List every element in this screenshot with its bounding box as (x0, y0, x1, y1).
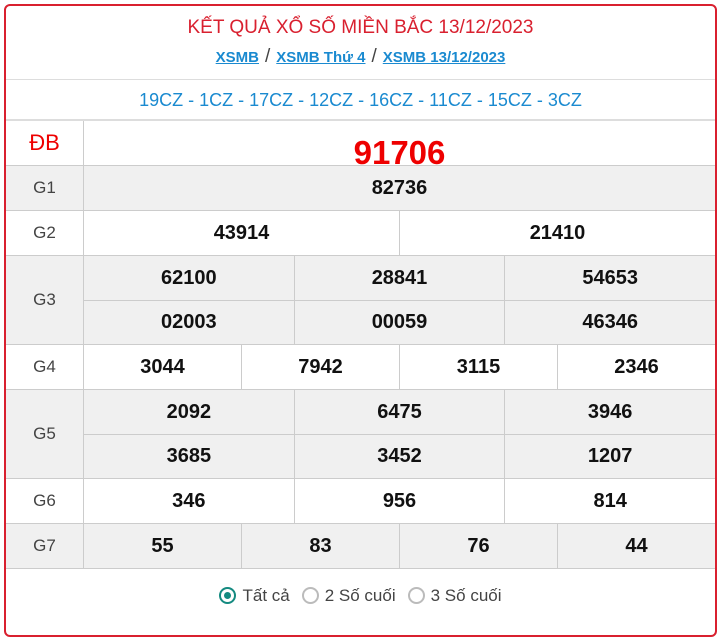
prize-number: 43914 (213, 221, 270, 244)
filter-option-label: 2 Số cuối (324, 585, 396, 605)
prize-number: 2092 (166, 400, 212, 423)
prize-label: G7 (6, 524, 84, 568)
breadcrumb-xsmb[interactable]: XSMB (215, 49, 259, 66)
prize-number: 7942 (241, 345, 399, 389)
breadcrumb-xsmb-thu4[interactable]: XSMB Thứ 4 (276, 49, 366, 66)
prize-label: G4 (6, 345, 84, 389)
filter-option-label: 3 Số cuối (430, 585, 502, 605)
digit-filter: Tất cả 2 Số cuối 3 Số cuối (6, 569, 715, 622)
radio-icon[interactable] (407, 587, 425, 604)
radio-icon[interactable] (219, 587, 237, 604)
prize-number: 46346 (504, 301, 715, 344)
prize-row-g7: G7 55 83 76 44 (6, 524, 715, 569)
prize-number: 3452 (293, 435, 505, 478)
prize-row-g5: G5 2092 6475 3946 3685 3452 1207 (6, 390, 715, 479)
prize-label: ĐB (6, 121, 84, 165)
draw-codes: 19CZ - 1CZ - 17CZ - 12CZ - 16CZ - 11CZ -… (6, 80, 715, 121)
radio-icon[interactable] (301, 587, 319, 604)
prize-number: 3685 (166, 445, 212, 467)
prize-number: 3115 (399, 345, 557, 389)
prize-number: 3946 (504, 390, 715, 434)
prize-number: 28841 (293, 256, 505, 300)
prize-number: 814 (504, 479, 715, 523)
prize-row-g6: G6 346 956 814 (6, 479, 715, 524)
prize-label: G6 (6, 479, 84, 523)
results-table: ĐB 91706 G1 82736 G2 43914 21410 G3 62100 28841 54… (6, 121, 715, 569)
prize-number: 91706 (353, 134, 446, 171)
prize-number: 2346 (557, 345, 715, 389)
prize-row-g1: G1 82736 (6, 166, 715, 211)
prize-label: G1 (6, 166, 84, 210)
filter-option[interactable]: 3 Số cuối (407, 585, 502, 606)
filter-option-label: Tất cả (242, 585, 290, 605)
prize-label: G3 (6, 256, 84, 344)
prize-row-g2: G2 43914 21410 (6, 211, 715, 256)
breadcrumb: XSMB / XSMB Thứ 4 / XSMB 13/12/2023 (6, 46, 715, 68)
prize-number: 82736 (371, 176, 428, 199)
header: KẾT QUẢ XỔ SỐ MIỀN BẮC 13/12/2023 XSMB / X… (6, 6, 715, 80)
breadcrumb-xsmb-date[interactable]: XSMB 13/12/2023 (382, 49, 506, 66)
prize-number: 956 (293, 479, 505, 523)
results-card: KẾT QUẢ XỔ SỐ MIỀN BẮC 13/12/2023 XSMB / X… (4, 4, 717, 637)
prize-row-g3: G3 62100 28841 54653 02003 00059 46346 (6, 256, 715, 345)
breadcrumb-separator: / (371, 46, 377, 67)
prize-number: 3044 (140, 355, 185, 378)
prize-number: 21410 (399, 211, 715, 255)
prize-number: 76 (399, 524, 557, 568)
prize-number: 346 (172, 489, 206, 512)
prize-number: 55 (151, 534, 174, 557)
prize-row-đb: ĐB 91706 (6, 121, 715, 171)
filter-option[interactable]: Tất cả (219, 585, 290, 606)
prize-row-g4: G4 3044 7942 3115 2346 (6, 345, 715, 390)
prize-number: 00059 (293, 301, 505, 344)
prize-number: 83 (241, 524, 399, 568)
filter-option[interactable]: 2 Số cuối (301, 585, 396, 606)
prize-number: 54653 (504, 256, 715, 300)
prize-number: 1207 (504, 435, 715, 478)
prize-number: 44 (557, 524, 715, 568)
breadcrumb-separator: / (265, 46, 271, 67)
prize-number: 6475 (293, 390, 505, 434)
prize-number: 62100 (161, 266, 217, 289)
page-title: KẾT QUẢ XỔ SỐ MIỀN BẮC 13/12/2023 (187, 17, 534, 38)
prize-label: G5 (6, 390, 84, 478)
prize-label: G2 (6, 211, 84, 255)
prize-number: 02003 (161, 311, 217, 333)
